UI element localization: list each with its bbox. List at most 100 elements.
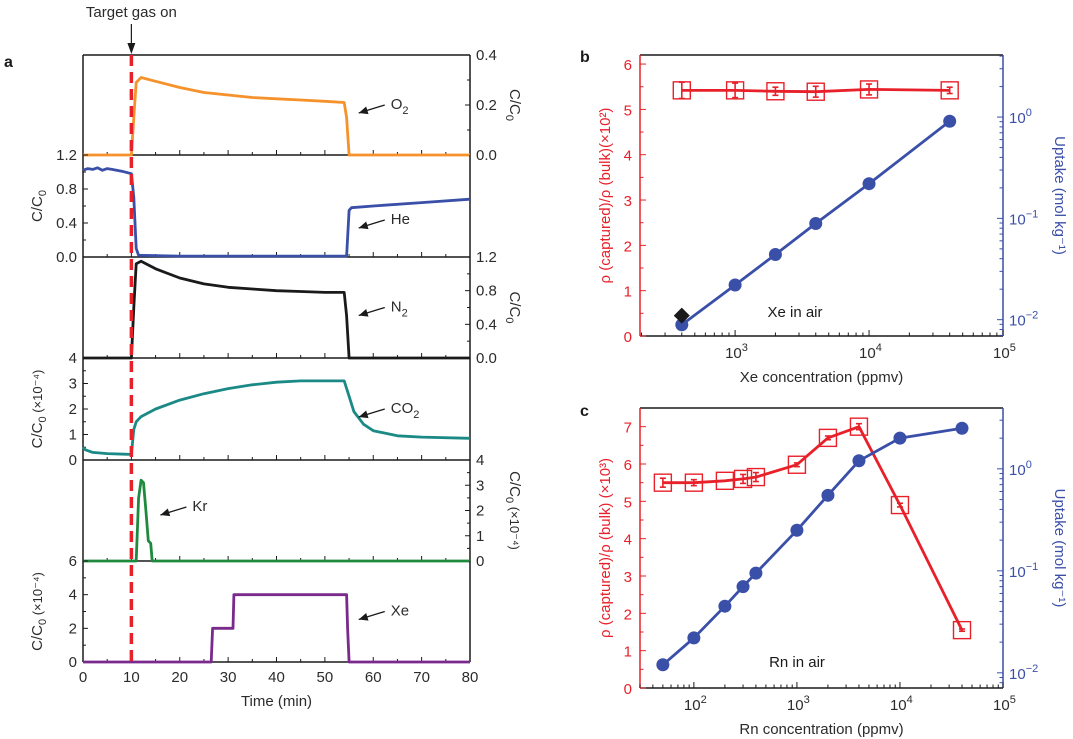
series-filled-circle (656, 421, 969, 672)
y-left-axis-title: ρ (captured)/ρ (bulk) (×10³) (597, 458, 614, 638)
data-point-square (787, 455, 807, 474)
data-point-square (733, 469, 753, 489)
annotation-arrow-o2-head (358, 106, 369, 115)
annotation-arrow-he-head (358, 221, 369, 230)
series-label-xe: Xe (391, 603, 409, 620)
y-left-tick-label: 5 (624, 494, 632, 511)
data-point-circle (943, 114, 957, 128)
y-left-tick-label: 3 (624, 569, 632, 586)
y-left-tick-label: 1 (624, 644, 632, 661)
series-line-xe (83, 593, 470, 664)
data-point-circle (852, 454, 866, 468)
x-axis-title: Rn concentration (ppmv) (739, 721, 903, 738)
subplot-o2: 0.0 0.2 0.4 C/C0 O2 (82, 47, 523, 164)
series-line-kr (83, 478, 470, 563)
data-point-circle (675, 318, 689, 332)
data-point-circle (955, 421, 969, 435)
series-label-co2: CO2 (391, 400, 420, 421)
y-axis-title: C/C0 (×10⁻⁴) (29, 370, 49, 449)
y-axis-title: C/C0 (×10⁻⁴) (503, 471, 523, 550)
y-tick-label: 1 (69, 427, 77, 444)
data-point-circle (736, 580, 750, 594)
data-point-square (746, 467, 766, 487)
y-tick-label: 0.8 (476, 283, 497, 300)
data-point-circle (718, 599, 732, 613)
series-line-o2 (83, 76, 470, 157)
x-tick-label: 103 (787, 694, 810, 714)
data-point-square (849, 417, 869, 436)
subplot-xe: 0 2 4 6 C/C0 (×10⁻⁴) Xe (29, 553, 471, 671)
subplot-kr: 0 1 2 3 4 C/C0 (×10⁻⁴) Kr (82, 452, 523, 570)
data-point-square (952, 620, 972, 640)
y-left-tick-label: 2 (624, 606, 632, 623)
series-filled-circle (675, 114, 957, 332)
data-point-circle (728, 278, 742, 292)
data-point-circle (790, 523, 804, 537)
y-axis-title: C/C0 (503, 89, 523, 121)
x-tick-label: 60 (365, 669, 382, 686)
y-tick-label: 0.4 (476, 316, 497, 333)
panel-annotation: Rn in air (769, 654, 825, 671)
y-tick-label: 1 (476, 528, 484, 545)
series-open-square (653, 417, 972, 640)
y-axis-title: C/C0 (×10⁻⁴) (29, 572, 49, 651)
x-tick-label: 50 (317, 669, 334, 686)
subplot-co2: 0 1 2 3 4 C/C0 (×10⁻⁴) CO2 (29, 350, 471, 469)
data-point-square (653, 473, 673, 492)
y-left-tick-label: 3 (624, 193, 632, 210)
data-point-circle (809, 217, 823, 231)
panel-letter-c: c (580, 403, 589, 420)
y-tick-label: 2 (69, 620, 77, 637)
subplot-n2: 0.0 0.4 0.8 1.2 C/C0 N2 (82, 249, 523, 367)
y-right-tick-label: 10−1 (1009, 561, 1038, 581)
x-axis-title: Xe concentration (ppmv) (740, 369, 903, 386)
y-right-axis-title: Uptake (mol kg⁻¹) (1051, 489, 1068, 608)
annotation-arrow-xe-head (358, 613, 369, 621)
target-gas-arrow-head (127, 43, 136, 54)
x-tick-label: 105 (993, 342, 1016, 362)
y-tick-label: 0.4 (56, 215, 77, 232)
data-point-square (818, 428, 838, 448)
y-left-tick-label: 2 (624, 238, 632, 255)
data-point-square (725, 81, 745, 100)
x-tick-label: 102 (684, 694, 707, 714)
y-tick-label: 3 (476, 477, 484, 494)
y-tick-label: 0.0 (56, 249, 77, 266)
y-left-tick-label: 4 (624, 532, 632, 549)
series-label-o2: O2 (391, 96, 409, 117)
y-tick-label: 0.0 (476, 147, 497, 164)
data-point-square (859, 80, 879, 99)
y-tick-label: 4 (69, 587, 77, 604)
annotation-arrow-co2-head (358, 410, 369, 419)
y-left-tick-label: 6 (624, 57, 632, 74)
y-tick-label: 2 (69, 401, 77, 418)
y-right-tick-label: 100 (1009, 107, 1032, 127)
y-left-tick-label: 0 (624, 329, 632, 346)
panel-b: b 103 104 105 Xe concentration (ppmv) 0 1 2 3 4 5 6… (580, 49, 1068, 386)
y-right-tick-label: 100 (1009, 459, 1032, 479)
y-tick-label: 0.2 (476, 97, 497, 114)
x-tick-label: 40 (268, 669, 285, 686)
y-tick-label: 2 (476, 503, 484, 520)
y-right-tick-label: 10−1 (1009, 208, 1038, 228)
x-tick-label: 80 (462, 669, 479, 686)
x-tick-label: 104 (890, 694, 913, 714)
y-left-tick-label: 4 (624, 148, 632, 165)
subplot-he: 0.0 0.4 0.8 1.2 C/C0 He (29, 147, 471, 266)
series-open-square (672, 80, 959, 101)
y-tick-label: 4 (69, 350, 77, 367)
y-tick-label: 0.8 (56, 181, 77, 198)
y-axis-title: C/C0 (503, 292, 523, 324)
y-left-tick-label: 7 (624, 420, 632, 437)
x-tick-label: 104 (859, 342, 882, 362)
panel-letter-b: b (580, 49, 590, 66)
data-point-circle (862, 177, 876, 191)
data-point-square (684, 473, 704, 492)
data-point-square (890, 495, 910, 515)
y-tick-label: 0 (69, 452, 77, 469)
panel-letter-a: a (4, 54, 13, 71)
series-label-kr: Kr (192, 498, 207, 515)
data-point-square (766, 82, 785, 101)
data-point-circle (656, 658, 670, 672)
y-left-tick-label: 6 (624, 457, 632, 474)
